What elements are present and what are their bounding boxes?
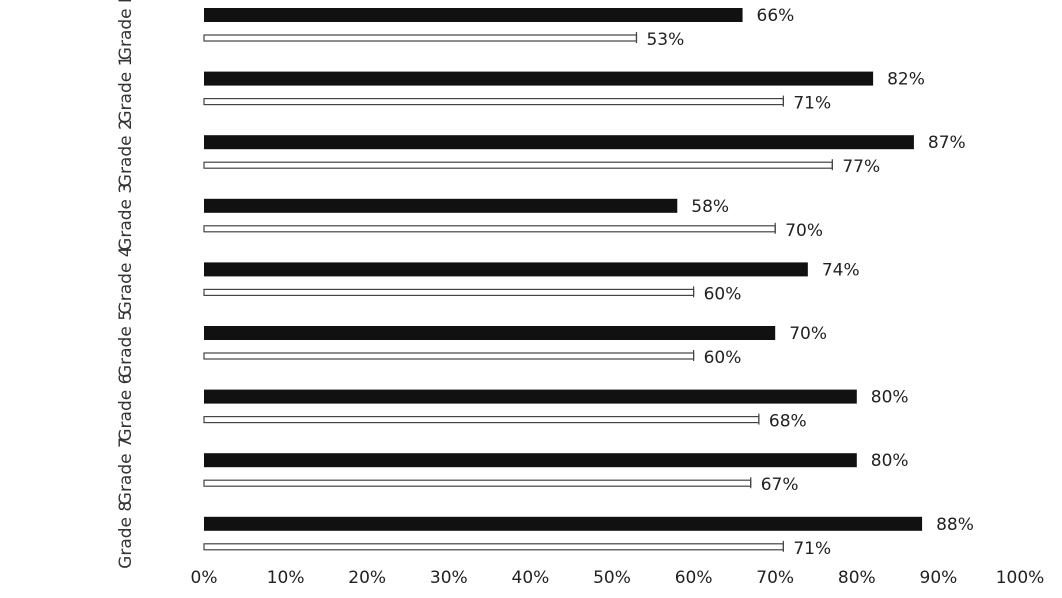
bar-solid [204,8,743,22]
x-tick-label: 30% [430,568,468,588]
data-label-outline: 71% [793,94,831,114]
x-tick-label: 80% [838,568,876,588]
data-label-solid: 87% [928,133,966,153]
data-label-outline: 60% [704,284,742,304]
x-tick-label: 60% [675,568,713,588]
data-label-solid: 88% [936,515,974,535]
data-label-solid: 80% [871,388,909,408]
x-tick-label: 70% [756,568,794,588]
bar-solid [204,516,923,531]
bar-outline [203,352,695,360]
bar-outline [203,479,752,487]
x-tick-label: 40% [512,568,550,588]
bar-solid [204,135,914,150]
bar-solid [204,453,857,468]
data-label-outline: 53% [646,30,684,50]
bar-outline [203,161,833,169]
data-label-solid: 66% [757,6,795,26]
data-label-solid: 74% [822,260,860,280]
bar-solid [204,326,776,340]
bar-outline [203,416,760,424]
data-label-outline: 67% [761,475,799,495]
bar-outline [203,97,784,106]
bar-solid [204,389,857,404]
data-label-solid: 80% [871,451,909,471]
category-label: Grade 4 [116,246,136,314]
data-label-outline: 60% [704,348,742,368]
x-tick-label: 20% [348,568,386,588]
category-label: Grade 8 [116,501,136,569]
category-label: Grade 6 [116,374,136,442]
data-label-outline: 71% [793,539,831,559]
data-label-outline: 77% [842,157,880,177]
data-label-outline: 70% [785,221,823,241]
x-tick-label: 50% [593,568,631,588]
x-tick-label: 100% [996,568,1045,588]
data-label-solid: 58% [691,197,729,217]
data-label-solid: 82% [887,70,925,90]
bar-outline [203,225,776,233]
category-label: Grade 1 [116,56,136,124]
bar-solid [204,198,678,213]
data-label-solid: 70% [789,324,827,344]
category-label: Grade 5 [116,310,136,378]
category-label: Grade 2 [116,119,136,187]
bar-solid [204,262,808,277]
bar-solid [204,71,874,86]
x-tick-label: 10% [267,568,305,588]
bar-outline [203,543,784,551]
bar-outline [203,34,638,42]
x-tick-label: 0% [191,568,218,588]
bar-outline [203,288,695,296]
x-tick-label: 90% [920,568,958,588]
category-label: Grade K [116,0,136,60]
data-label-outline: 68% [769,412,807,432]
category-label: Grade 7 [116,437,136,505]
category-label: Grade 3 [116,183,136,251]
